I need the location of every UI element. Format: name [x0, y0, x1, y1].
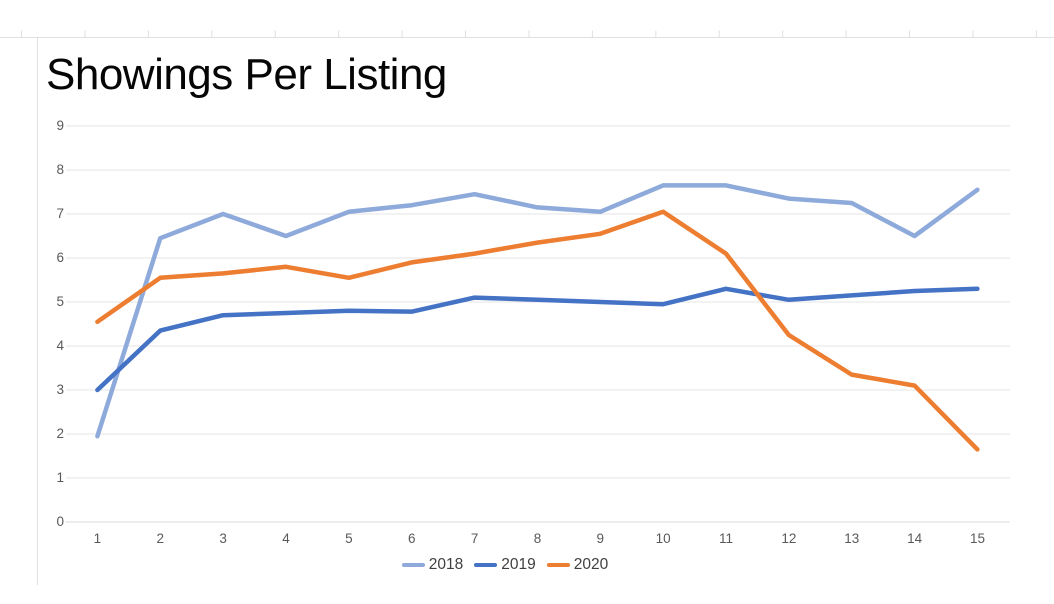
y-tick-label: 0	[56, 514, 64, 529]
x-tick-label: 7	[470, 531, 479, 546]
legend-label: 2020	[573, 556, 609, 573]
series-line-swatch-icon	[401, 562, 425, 568]
x-tick-label: 15	[969, 531, 985, 546]
series-line-2020	[95, 209, 980, 452]
series-line-2019	[95, 286, 980, 393]
x-tick-label: 6	[407, 531, 416, 546]
y-tick-label: 1	[56, 470, 64, 485]
x-tick-label: 11	[719, 531, 734, 546]
x-tick-label: 13	[844, 531, 860, 546]
x-tick-label: 3	[219, 531, 227, 546]
y-tick-label: 6	[56, 250, 64, 265]
legend-label: 2018	[428, 556, 464, 573]
series-line-swatch-icon	[546, 562, 570, 568]
y-tick-label: 4	[56, 338, 64, 353]
x-tick-label: 2	[156, 531, 165, 546]
legend: 2018 2019 2020	[0, 556, 1010, 574]
series-line-swatch-icon	[474, 562, 498, 568]
x-tick-label: 1	[93, 531, 102, 546]
y-tick-label: 8	[56, 162, 64, 177]
legend-label: 2019	[501, 556, 536, 573]
y-axis: 9 8 7 6 5 4 3 2 1 0	[34, 118, 64, 530]
x-tick-label: 8	[533, 531, 542, 546]
chart-title: Showings Per Listing	[46, 50, 447, 99]
x-tick-label: 4	[282, 531, 290, 546]
y-tick-label: 9	[56, 118, 64, 133]
x-tick-label: 5	[345, 531, 353, 546]
x-tick-label: 10	[655, 531, 671, 546]
y-tick-label: 5	[56, 294, 64, 309]
x-tick-label: 14	[907, 531, 923, 546]
y-tick-label: 3	[56, 382, 64, 397]
legend-item-2020: 2020	[546, 556, 609, 574]
y-tick-label: 2	[56, 426, 64, 441]
x-axis: 1 2 3 4 5 6 7 8 9 10 11 12 13 14 15	[66, 531, 1009, 546]
x-tick-label: 9	[596, 531, 605, 546]
y-tick-label: 7	[56, 206, 64, 221]
legend-item-2018: 2018	[401, 556, 464, 574]
x-tick-label: 12	[781, 531, 797, 546]
series-line-2018	[95, 183, 980, 439]
legend-item-2019: 2019	[474, 556, 536, 574]
